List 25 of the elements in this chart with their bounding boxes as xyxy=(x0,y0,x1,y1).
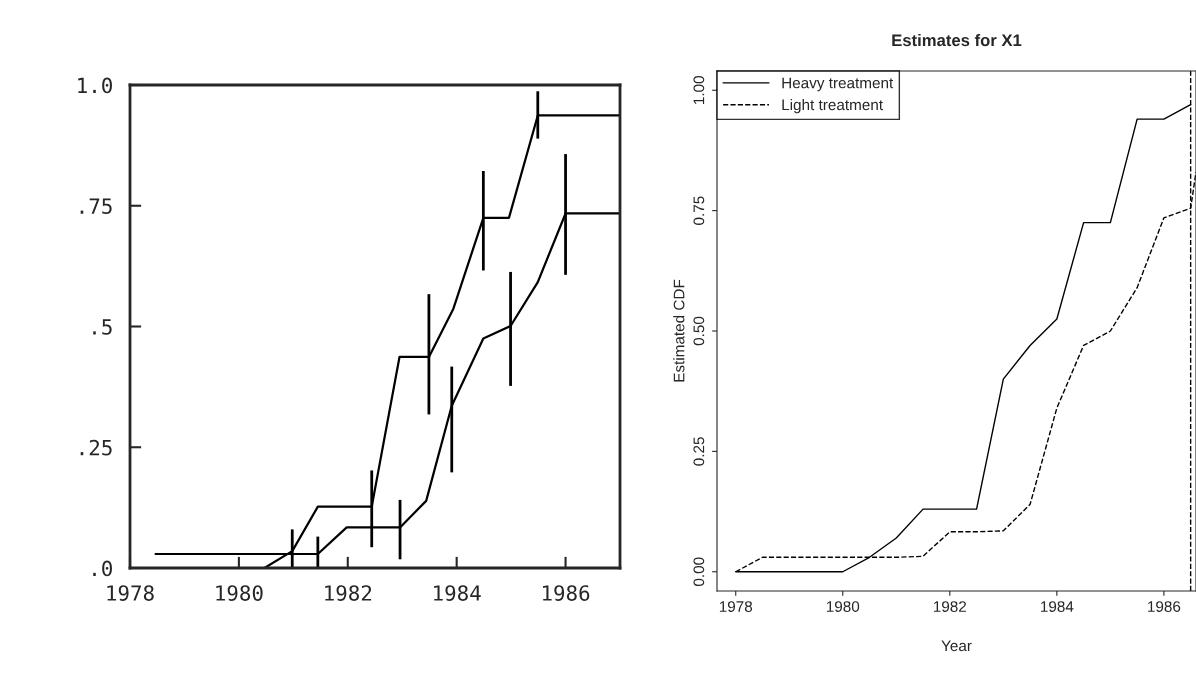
y-tick-label: 1.00 xyxy=(693,75,705,104)
x-axis-title: Year xyxy=(941,640,972,652)
x-tick-label: 1982 xyxy=(933,601,967,612)
x-tick-label: 1986 xyxy=(542,585,590,601)
x-tick-label: 1980 xyxy=(826,601,860,612)
x-tick-label: 1978 xyxy=(719,601,753,612)
y-tick-label: 0.50 xyxy=(693,316,705,346)
y-tick-label: .75 xyxy=(80,198,112,215)
y-tick-label: .5 xyxy=(93,319,112,335)
y-tick-label: .0 xyxy=(93,560,112,577)
x-tick-label: 1984 xyxy=(434,585,481,601)
y-tick-label: 0.25 xyxy=(693,437,705,466)
y-axis-title: Estimated CDF xyxy=(673,279,685,382)
x-tick-label: 1986 xyxy=(1148,601,1181,612)
legend-label: Heavy treatment xyxy=(782,77,894,92)
y-tick-label: 0.00 xyxy=(693,557,705,587)
x-tick-label: 1980 xyxy=(216,585,263,601)
legend-label: Light treatment xyxy=(782,98,883,114)
x-tick-label: 1978 xyxy=(107,585,154,601)
chart-title: Estimates for X1 xyxy=(892,33,1022,47)
x-tick-label: 1984 xyxy=(1041,601,1074,612)
y-tick-label: .25 xyxy=(80,439,112,456)
y-tick-label: 1.0 xyxy=(78,77,112,94)
y-tick-label: 0.75 xyxy=(693,196,705,225)
x-tick-label: 1982 xyxy=(325,585,372,601)
